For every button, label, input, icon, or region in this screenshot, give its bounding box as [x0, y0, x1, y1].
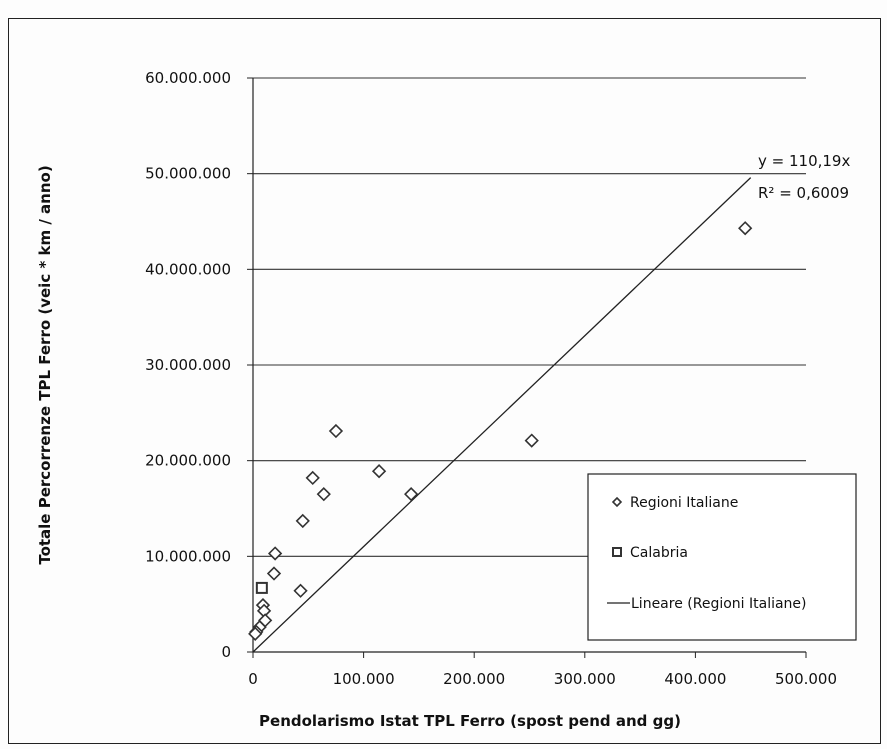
- legend-label: Regioni Italiane: [630, 495, 738, 511]
- data-point-regioni: [305, 470, 320, 486]
- x-tick-label: 0: [248, 670, 258, 688]
- data-point-regioni: [328, 423, 344, 439]
- data-point-regioni: [404, 487, 419, 502]
- data-point-regioni: [316, 487, 331, 502]
- y-tick-label: 40.000.000: [145, 260, 231, 278]
- y-tick-label: 60.000.000: [145, 69, 231, 87]
- data-point-regioni: [371, 464, 387, 479]
- legend-marker-diamond: [611, 496, 623, 508]
- data-point-regioni: [293, 583, 308, 598]
- data-point-regioni: [248, 626, 263, 641]
- data-point-regioni: [524, 433, 539, 448]
- data-point-regioni: [295, 513, 310, 529]
- legend-label: Calabria: [630, 545, 688, 561]
- x-axis-title: Pendolarismo Istat TPL Ferro (spost pend…: [259, 712, 681, 730]
- data-point-regioni: [738, 221, 753, 236]
- data-point-calabria: [255, 581, 268, 594]
- trendline-r2: R² = 0,6009: [758, 184, 849, 202]
- x-tick-label: 400.000: [664, 670, 726, 688]
- y-tick-label: 30.000.000: [145, 356, 231, 374]
- x-tick-label: 200.000: [443, 670, 505, 688]
- x-tick-label: 500.000: [775, 670, 837, 688]
- y-axis-title: Totale Percorrenze TPL Ferro (veic * km …: [36, 165, 54, 564]
- y-tick-label: 10.000.000: [145, 547, 231, 565]
- trendline-equation: y = 110,19x: [758, 152, 850, 170]
- y-tick-label: 50.000.000: [145, 165, 231, 183]
- x-tick-label: 100.000: [333, 670, 395, 688]
- data-point-regioni: [266, 566, 282, 581]
- legend-label: Lineare (Regioni Italiane): [631, 596, 807, 612]
- legend-marker-square: [612, 547, 622, 557]
- data-point-regioni: [267, 546, 283, 561]
- y-tick-label: 0: [221, 643, 231, 661]
- y-tick-label: 20.000.000: [145, 452, 231, 470]
- trendline: [252, 177, 752, 653]
- x-tick-label: 300.000: [554, 670, 616, 688]
- legend: Regioni Italiane Calabria Lineare (Regioni…: [587, 473, 857, 641]
- chart-frame: [8, 18, 881, 744]
